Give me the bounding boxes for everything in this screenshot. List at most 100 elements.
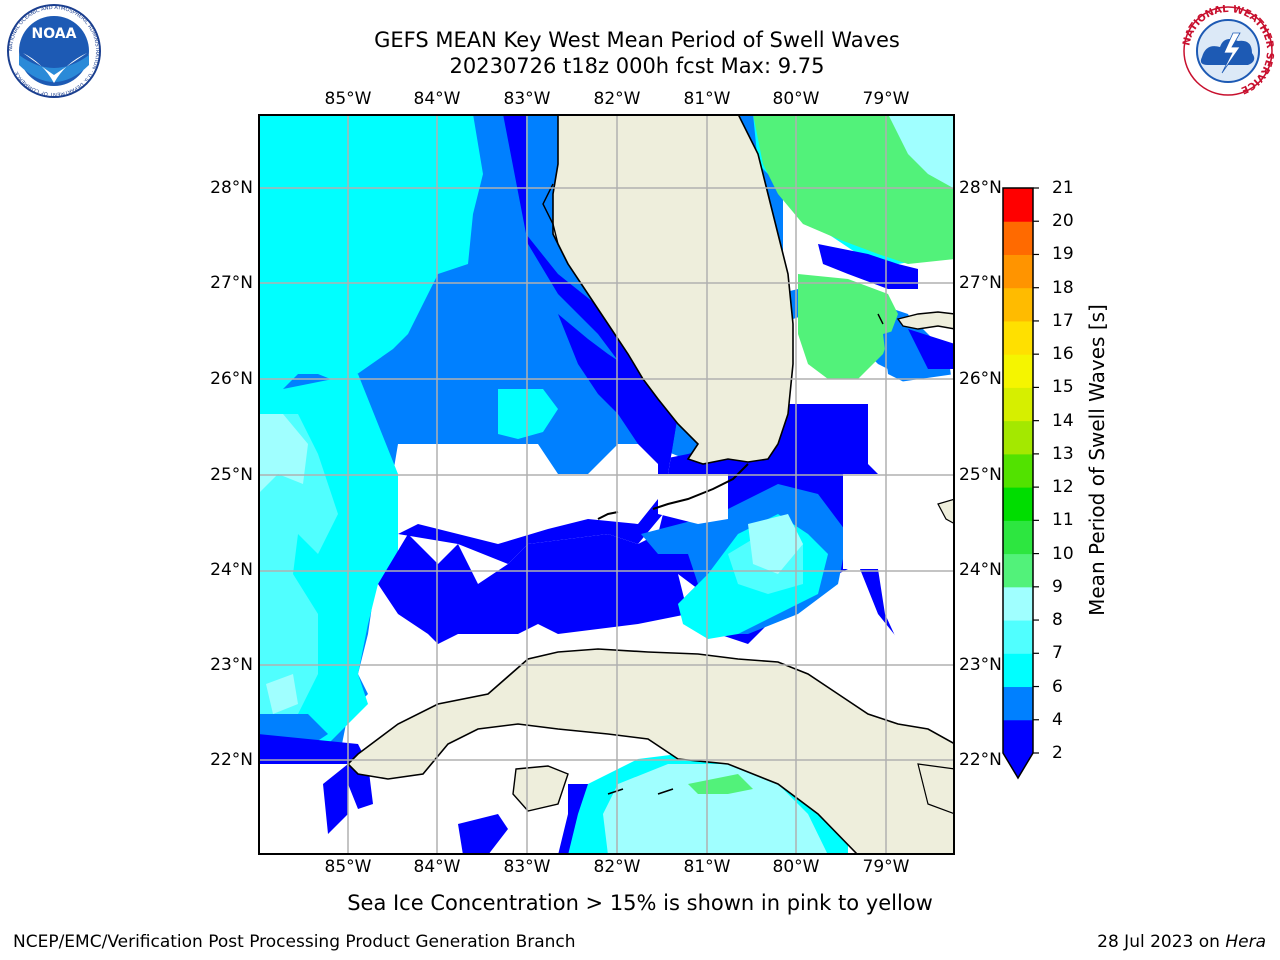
colorbar-tick-label: 20 (1052, 211, 1074, 232)
lat-tick-right: 27°N (959, 273, 1002, 293)
contour-9-10-north (753, 114, 955, 264)
contour-2-4-northeast (818, 244, 918, 289)
lat-tick-right: 28°N (959, 178, 1002, 198)
footer-date-text: 28 Jul 2023 on (1097, 932, 1226, 952)
lon-tick-bottom: 82°W (593, 857, 641, 877)
lat-tick-left: 22°N (210, 750, 253, 770)
contour-8-9-caribbean (603, 764, 828, 855)
contour-8-9-sw (266, 674, 298, 714)
map-frame (258, 114, 955, 855)
colorbar-segment (1003, 354, 1033, 388)
lon-tick-top: 79°W (862, 89, 910, 109)
colorbar-tick-label: 8 (1052, 610, 1063, 631)
lat-tick-right: 24°N (959, 560, 1002, 580)
colorbar-segment (1003, 620, 1033, 654)
colorbar-tick-label: 14 (1052, 410, 1074, 431)
colorbar-tick-label: 13 (1052, 443, 1074, 464)
contour-9-10-east (798, 274, 898, 379)
colorbar-segment (1003, 653, 1033, 688)
chart-title: GEFS MEAN Key West Mean Period of Swell … (374, 28, 900, 52)
colorbar-ticks: 2 4 6 7 8 9 10 11 12 13 14 15 16 17 18 19 20 21 (1052, 178, 1092, 770)
colorbar-tick-label: 17 (1052, 310, 1074, 331)
land-florida-keys (652, 463, 749, 510)
footer-credit: NCEP/EMC/Verification Post Processing Pr… (13, 932, 576, 952)
colorbar-segment (1003, 487, 1033, 521)
lon-tick-top: 83°W (503, 89, 551, 109)
lat-tick-right: 26°N (959, 369, 1002, 389)
lon-tick-top: 85°W (324, 89, 372, 109)
lat-tick-left: 24°N (210, 560, 253, 580)
lon-tick-bottom: 80°W (772, 857, 820, 877)
lat-tick-left: 23°N (210, 655, 253, 675)
colorbar-tick-label: 18 (1052, 277, 1074, 298)
colorbar-segment (1003, 287, 1033, 322)
colorbar-segment (1003, 221, 1033, 255)
lat-tick-left: 26°N (210, 369, 253, 389)
nws-logo: NATIONAL WEATHER SERVICE (1178, 4, 1278, 97)
lat-tick-right: 23°N (959, 655, 1002, 675)
colorbar-segment (1003, 387, 1033, 422)
lon-tick-top: 84°W (413, 89, 461, 109)
colorbar-tick-label: 9 (1052, 576, 1063, 597)
lon-tick-top: 80°W (772, 89, 820, 109)
noaa-logo: NOAA NATIONAL OCEANIC AND ATMOSPHERIC AD… (3, 3, 105, 99)
lon-tick-bottom: 85°W (324, 857, 372, 877)
colorbar-segment (1003, 686, 1033, 721)
chart-subtitle: 20230726 t18z 000h fcst Max: 9.75 (449, 54, 825, 78)
colorbar-segment (1003, 420, 1033, 455)
contour-2-4-keys (398, 314, 678, 564)
sea-ice-caption: Sea Ice Concentration > 15% is shown in … (347, 891, 933, 915)
colorbar-tick-label: 12 (1052, 477, 1074, 498)
contour-2-4-sw2 (458, 814, 508, 855)
lon-tick-top: 82°W (593, 89, 641, 109)
footer-date: 28 Jul 2023 on Hera (1097, 932, 1266, 952)
colorbar-tick-label: 4 (1052, 709, 1063, 730)
land-bahamas (896, 311, 955, 330)
footer-host: Hera (1225, 932, 1266, 952)
map-panel (258, 114, 955, 855)
contour-7-8 (258, 414, 338, 714)
lat-tick-right: 25°N (959, 465, 1002, 485)
contour-2-4-east2 (908, 329, 955, 369)
colorbar-segment (1003, 320, 1033, 355)
nodata-straits (658, 474, 728, 524)
land-haiti (917, 763, 955, 815)
colorbar-tick-label: 2 (1052, 743, 1063, 763)
colorbar-tick-label: 11 (1052, 510, 1074, 531)
svg-text:NOAA: NOAA (32, 26, 77, 42)
graticule (258, 114, 955, 855)
colorbar (1000, 185, 1040, 785)
contour-9-10-caribbean (688, 774, 753, 794)
land-cuba (346, 648, 955, 855)
contour-8-9-west (258, 414, 308, 494)
land-florida (552, 114, 794, 465)
colorbar-extend-min (1003, 753, 1033, 778)
colorbar-tick-label: 19 (1052, 244, 1074, 265)
contour-6-7-west (258, 114, 483, 414)
contour-2-4-sw3 (323, 764, 348, 834)
contour-8-9-northeast (888, 114, 955, 189)
colorbar-segment (1003, 586, 1033, 621)
colorbar-tick-label: 16 (1052, 344, 1074, 365)
colorbar-segment (1003, 188, 1033, 222)
colorbar-segment (1003, 719, 1033, 754)
colorbar-segment (1003, 520, 1033, 555)
contour-2-4-far-sw (258, 734, 368, 764)
colorbar-tick-label: 10 (1052, 543, 1074, 564)
lat-tick-left: 25°N (210, 465, 253, 485)
lon-tick-bottom: 84°W (413, 857, 461, 877)
lon-tick-bottom: 81°W (683, 857, 731, 877)
colorbar-tick-label: 6 (1052, 676, 1063, 697)
lat-tick-right: 22°N (959, 750, 1002, 770)
colorbar-tick-label: 15 (1052, 377, 1074, 398)
contour-8-9-core (748, 514, 803, 574)
colorbar-tick-label: 21 (1052, 178, 1074, 198)
colorbar-tick-label: 7 (1052, 643, 1063, 664)
colorbar-segment (1003, 254, 1033, 289)
colorbar-segment (1003, 453, 1033, 488)
nodata-east (843, 474, 885, 569)
contour-6-7-patch (498, 389, 558, 439)
colorbar-segment (1003, 553, 1033, 588)
colorbar-outline (1002, 187, 1034, 780)
nodata-east2 (878, 374, 955, 664)
